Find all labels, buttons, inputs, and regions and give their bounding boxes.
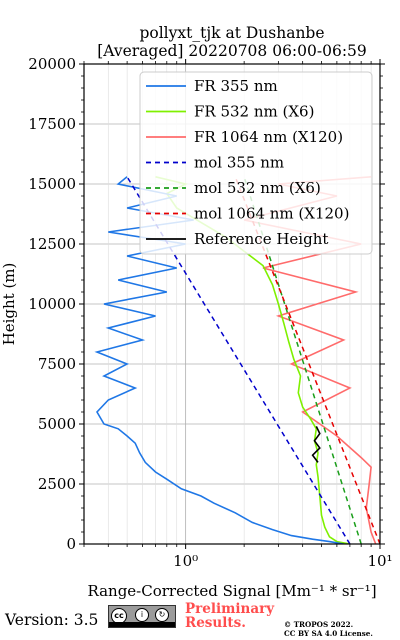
- share-alike-icon: ↻: [155, 608, 169, 622]
- copyright-note: © TROPOS 2022. CC BY SA 4.0 License.: [284, 620, 373, 638]
- copyright-line2: CC BY SA 4.0 License.: [284, 629, 373, 638]
- preliminary-line2: Results.: [185, 615, 246, 631]
- y-tick-label: 0: [66, 535, 76, 553]
- x-tick-labels: 10⁰ 10¹: [173, 552, 392, 570]
- y-tick-label: 10000: [28, 295, 76, 313]
- legend-label: mol 532 nm (X6): [194, 179, 321, 197]
- cc-badge-bar: [109, 622, 175, 627]
- legend-label: Reference Height: [194, 230, 328, 248]
- y-tick-label: 5000: [38, 415, 76, 433]
- cc-license-badge: cc i ↻: [108, 605, 176, 628]
- x-tick-label: 10⁰: [173, 552, 198, 570]
- footer: Version: 3.5 cc i ↻ Preliminary Results.…: [0, 600, 400, 640]
- y-axis-label: Height (m): [0, 263, 18, 346]
- x-axis-label: Range-Corrected Signal [Mm⁻¹ * sr⁻¹]: [87, 582, 376, 600]
- y-tick-label: 20000: [28, 55, 76, 73]
- copyright-line1: © TROPOS 2022.: [284, 620, 354, 629]
- chart-title-line2: [Averaged] 20220708 06:00-06:59: [97, 42, 367, 60]
- version-label: Version: 3.5: [5, 611, 99, 629]
- legend-label: FR 355 nm: [194, 77, 278, 95]
- legend-box: [139, 71, 373, 255]
- y-tick-labels: 0 2500 5000 7500 10000 12500 15000 17500 20000: [28, 55, 76, 553]
- series-line-mol-532-nm-x6: [243, 176, 362, 544]
- legend-label: mol 355 nm: [194, 154, 284, 172]
- chart-title-line1: pollyxt_tjk at Dushanbe: [139, 24, 324, 42]
- preliminary-line1: Preliminary: [185, 601, 275, 617]
- legend-label: mol 1064 nm (X120): [194, 205, 349, 223]
- legend-label: FR 532 nm (X6): [194, 103, 314, 121]
- lidar-signal-chart: pollyxt_tjk at Dushanbe [Averaged] 20220…: [0, 24, 393, 600]
- y-tick-label: 15000: [28, 175, 76, 193]
- series-line-reference-height: [311, 426, 321, 463]
- cc-logo-icon: cc: [111, 608, 127, 624]
- y-tick-label: 17500: [28, 115, 76, 133]
- preliminary-results-note: Preliminary Results.: [185, 602, 274, 630]
- y-tick-label: 12500: [28, 235, 76, 253]
- y-tick-label: 2500: [38, 475, 76, 493]
- legend-label: FR 1064 nm (X120): [194, 128, 343, 146]
- axis-ticks: [79, 59, 385, 549]
- by-attribution-icon: i: [135, 608, 149, 622]
- legend: FR 355 nm FR 532 nm (X6) FR 1064 nm (X120)…: [139, 71, 373, 255]
- x-tick-label: 10¹: [367, 552, 392, 570]
- y-tick-label: 7500: [38, 355, 76, 373]
